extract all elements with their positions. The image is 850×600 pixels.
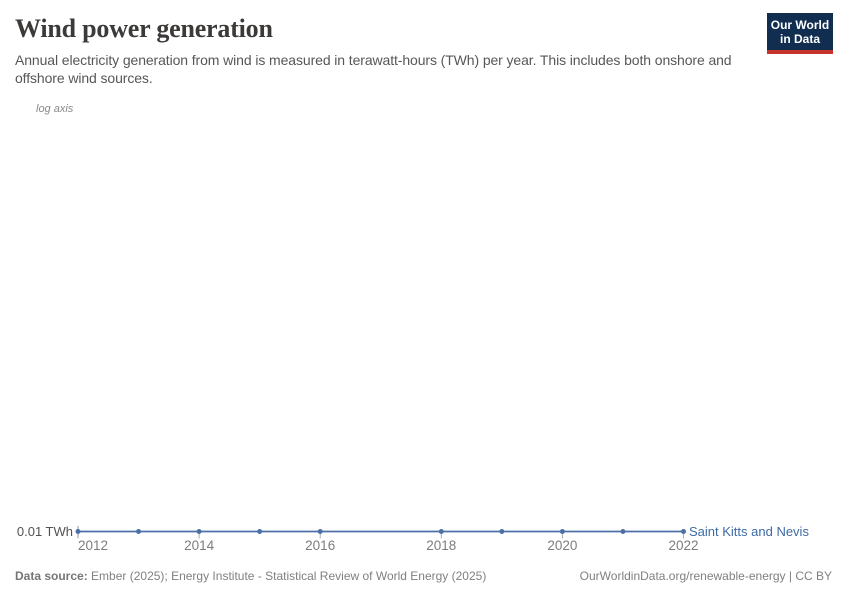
data-point-2013[interactable] bbox=[136, 529, 142, 534]
x-tick-label-2022: 2022 bbox=[668, 538, 699, 553]
x-tick-label-2014: 2014 bbox=[184, 538, 215, 553]
data-source: Data source: Ember (2025); Energy Instit… bbox=[15, 569, 486, 583]
attribution-link[interactable]: OurWorldinData.org/renewable-energy | CC… bbox=[579, 569, 832, 583]
chart-footer: Data source: Ember (2025); Energy Instit… bbox=[0, 569, 850, 585]
entity-label[interactable]: Saint Kitts and Nevis bbox=[689, 524, 809, 539]
x-tick-label-2018: 2018 bbox=[426, 538, 457, 553]
data-point-2021[interactable] bbox=[620, 529, 626, 534]
logo-line-2: in Data bbox=[779, 32, 820, 46]
data-source-label: Data source: bbox=[15, 569, 88, 583]
x-tick-label-2020: 2020 bbox=[547, 538, 578, 553]
data-point-2014[interactable] bbox=[196, 529, 202, 534]
data-point-2016[interactable] bbox=[317, 529, 323, 534]
x-tick-label-2012: 2012 bbox=[78, 538, 109, 553]
x-tick-label-2016: 2016 bbox=[305, 538, 336, 553]
data-point-2020[interactable] bbox=[559, 529, 565, 534]
chart-title: Wind power generation bbox=[15, 14, 273, 43]
data-point-2022[interactable] bbox=[681, 529, 686, 534]
log-axis-note: log axis bbox=[36, 103, 74, 115]
data-point-2018[interactable] bbox=[438, 529, 444, 534]
data-point-2012[interactable] bbox=[75, 529, 81, 534]
logo-line-1: Our World bbox=[770, 18, 830, 32]
y-axis-label: 0.01 TWh bbox=[16, 524, 73, 539]
data-point-2019[interactable] bbox=[499, 529, 505, 534]
data-point-2015[interactable] bbox=[257, 529, 263, 534]
chart-subtitle: Annual electricity generation from wind … bbox=[15, 52, 732, 86]
data-source-text: Ember (2025); Energy Institute - Statist… bbox=[91, 569, 487, 583]
owid-logo[interactable]: Our World in Data bbox=[767, 13, 833, 54]
